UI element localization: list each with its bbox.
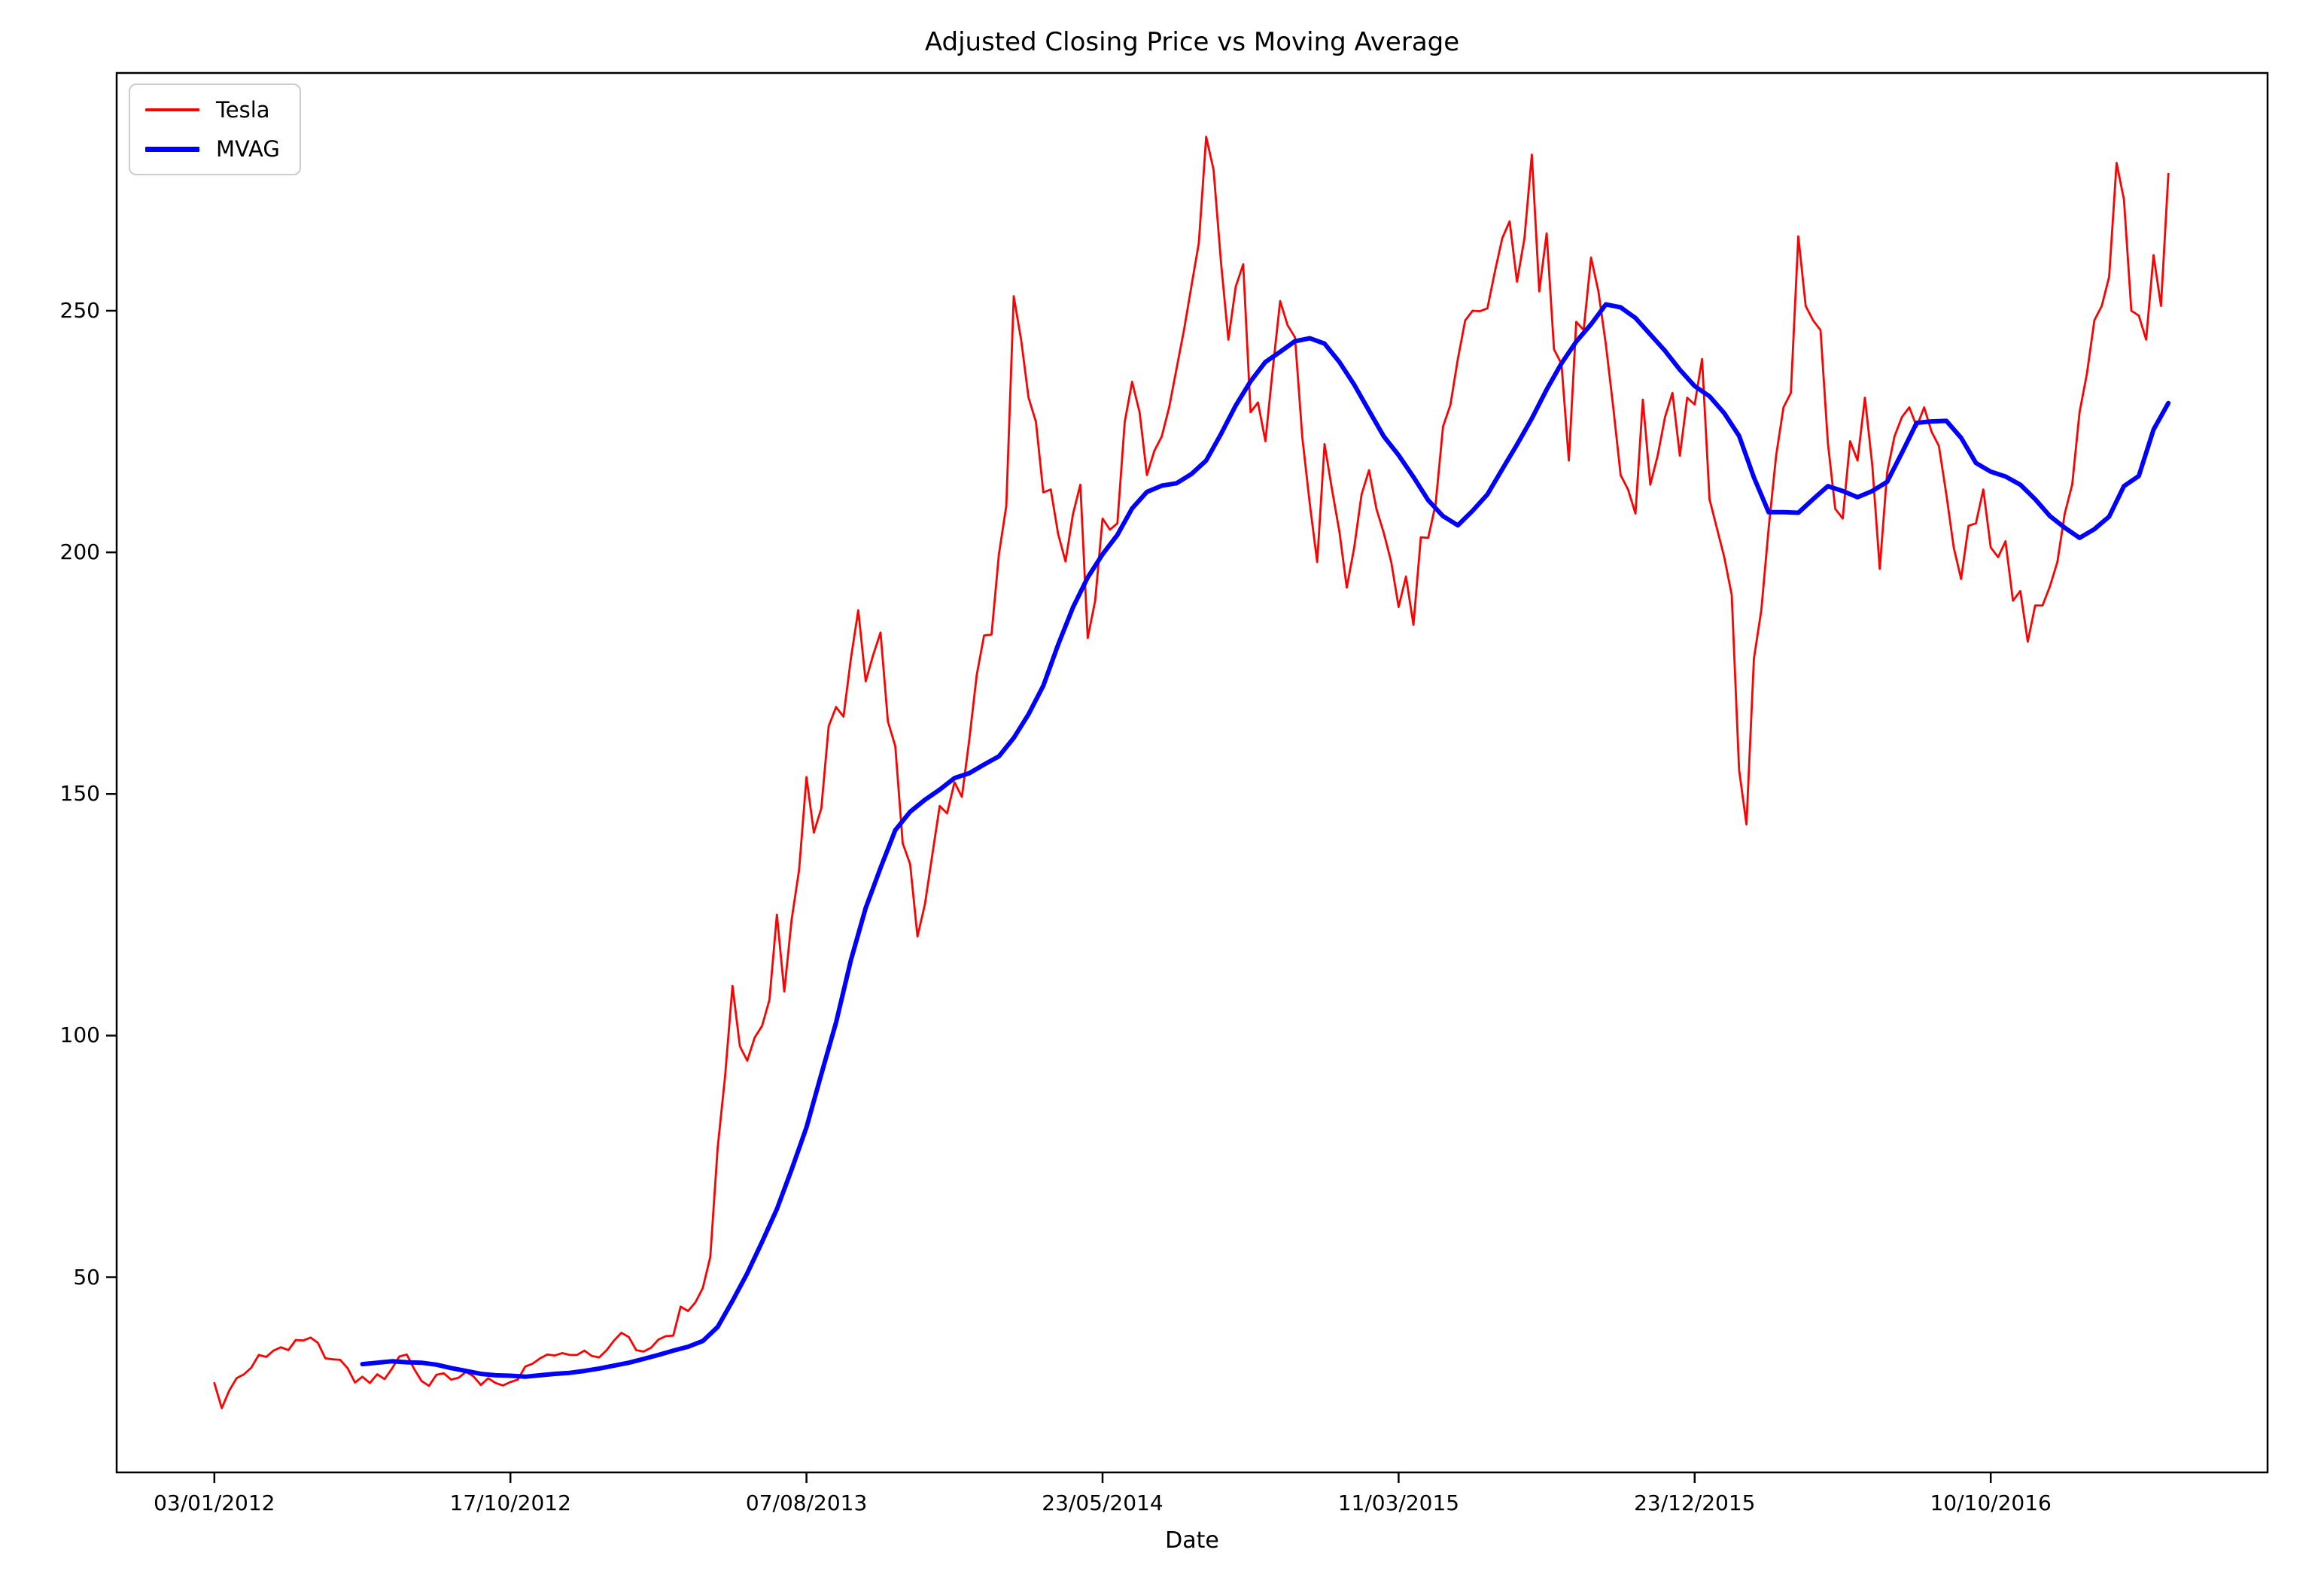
legend-label-mvag: MVAG	[216, 136, 280, 162]
x-axis-title: Date	[1165, 1527, 1219, 1554]
legend-item-tesla: Tesla	[145, 97, 280, 123]
y-tick-label: 200	[59, 539, 100, 565]
x-tick-label: 07/08/2013	[745, 1490, 868, 1515]
x-tick-label: 10/10/2016	[1930, 1490, 2052, 1515]
y-tick-label: 50	[73, 1264, 100, 1290]
legend: Tesla MVAG	[129, 84, 301, 175]
x-tick-label: 11/03/2015	[1337, 1490, 1460, 1515]
series-lines	[213, 135, 2171, 1409]
x-tick-label: 23/12/2015	[1634, 1490, 1756, 1515]
mvag-line-swatch	[145, 146, 199, 152]
y-tick-label: 100	[59, 1022, 100, 1048]
plot-frame	[115, 71, 2269, 1474]
legend-item-mvag: MVAG	[145, 136, 280, 162]
y-tick-label: 150	[59, 781, 100, 807]
x-tick-label: 03/01/2012	[154, 1490, 275, 1515]
legend-label-tesla: Tesla	[216, 97, 270, 123]
x-tick-label: 23/05/2014	[1042, 1490, 1164, 1515]
mvag-line	[360, 302, 2171, 1379]
axis-tick-marks	[106, 309, 1992, 1483]
y-tick-label: 250	[59, 297, 100, 323]
tesla-line	[213, 135, 2170, 1409]
tesla-line-swatch	[145, 108, 199, 111]
chart-title: Adjusted Closing Price vs Moving Average	[924, 27, 1460, 57]
x-tick-label: 17/10/2012	[449, 1490, 571, 1515]
